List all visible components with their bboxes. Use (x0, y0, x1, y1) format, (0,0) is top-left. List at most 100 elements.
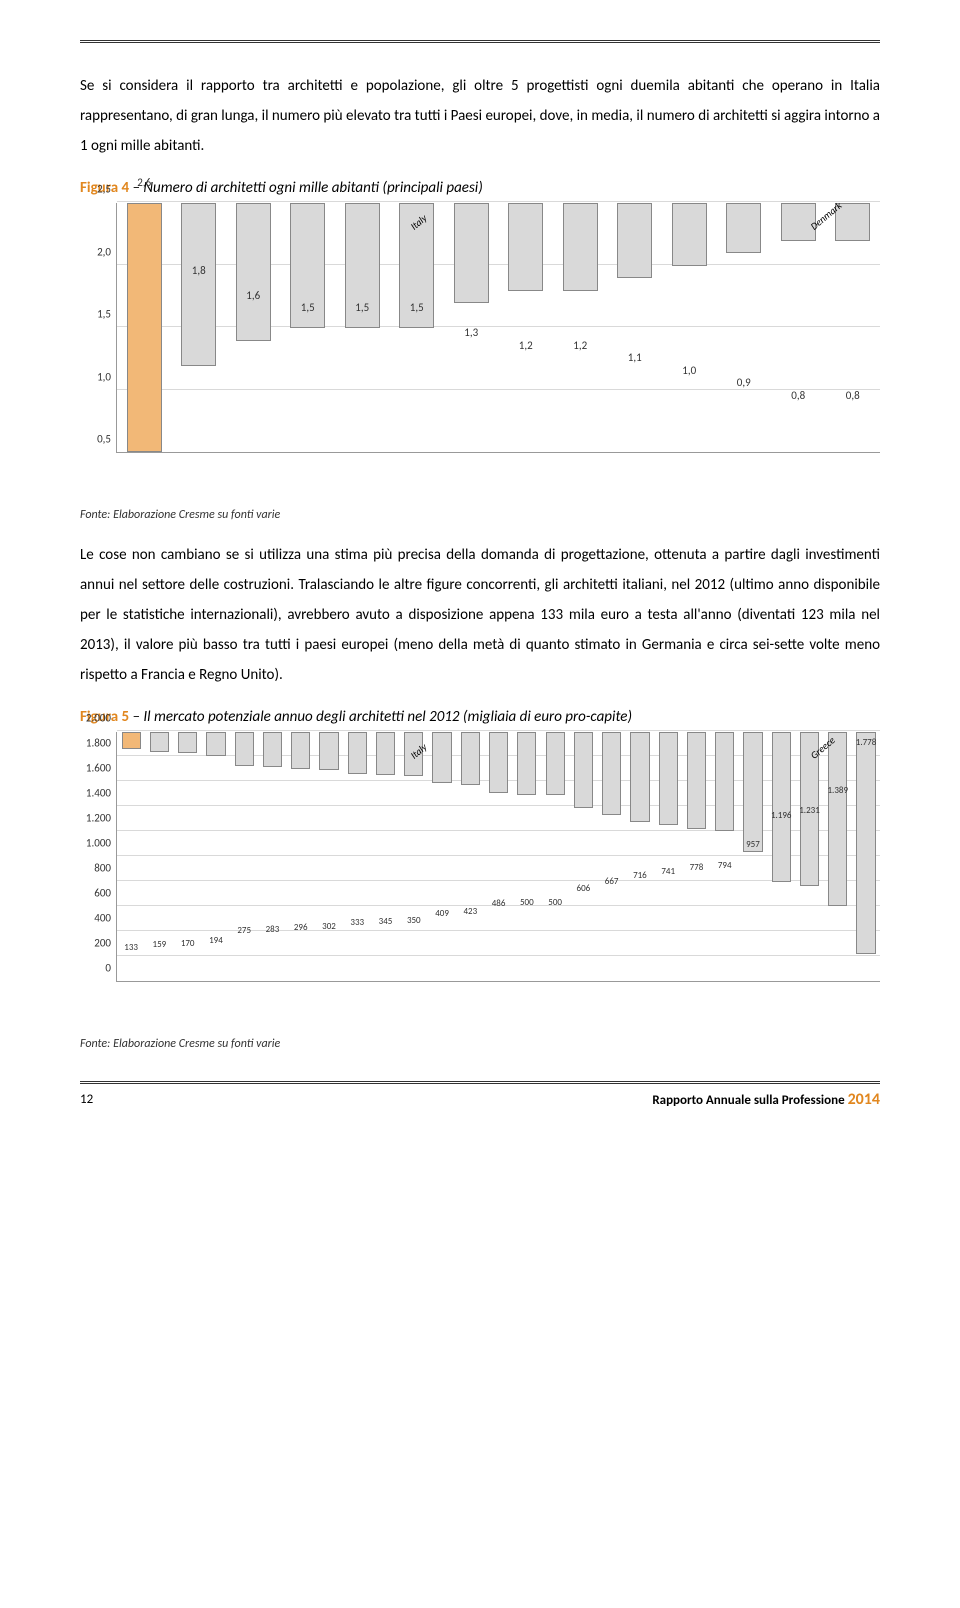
bar-wrap: 0,9 (717, 203, 772, 452)
bar-value-label: 486 (492, 898, 506, 909)
bar-wrap: 1.778 (852, 732, 880, 981)
y-axis-tick: 1.000 (81, 837, 111, 850)
paragraph-2: Le cose non cambiano se si utilizza una … (80, 540, 880, 690)
bar-value-label: 1,5 (410, 301, 424, 314)
bar-value-label: 333 (350, 917, 364, 928)
bar-value-label: 302 (322, 921, 336, 932)
bar-wrap: 1.389 (824, 732, 852, 981)
y-axis-tick: 0,5 (81, 433, 111, 446)
bar-wrap: 1,2 (499, 203, 554, 452)
chart-bar (772, 732, 791, 882)
footer-title: Rapporto Annuale sulla Professione 2014 (652, 1090, 880, 1109)
chart-bar (546, 732, 565, 795)
bar-value-label: 500 (548, 897, 562, 908)
chart-bar (236, 203, 271, 341)
chart-bar (454, 203, 489, 303)
bar-value-label: 1,2 (519, 339, 533, 352)
figure5-caption: Fonte: Elaborazione Cresme su fonti vari… (80, 1037, 880, 1051)
bar-value-label: 133 (124, 942, 138, 953)
bar-value-label: 275 (237, 925, 251, 936)
page-number: 12 (80, 1092, 93, 1107)
bar-wrap: 486 (484, 732, 512, 981)
bar-value-label: 1,5 (355, 301, 369, 314)
figure4-title-text: – Numero di architetti ogni mille abitan… (129, 179, 483, 197)
y-axis-tick: 600 (81, 887, 111, 900)
bars-container: 1331591701942752832963023333453504094234… (117, 732, 880, 981)
chart-bar (617, 203, 652, 278)
bar-value-label: 500 (520, 897, 534, 908)
y-axis-tick: 2,5 (81, 183, 111, 196)
paragraph-1: Se si considera il rapporto tra architet… (80, 71, 880, 161)
chart-bar (263, 732, 282, 767)
y-axis-tick: 1.800 (81, 737, 111, 750)
bar-value-label: 283 (266, 924, 280, 935)
chart-bar (291, 732, 310, 769)
gridline (117, 201, 880, 202)
chart-bar (348, 732, 367, 774)
y-axis-tick: 2,0 (81, 245, 111, 258)
bar-value-label: 1,0 (682, 364, 696, 377)
chart-bar (828, 732, 847, 906)
bar-wrap: 409 (428, 732, 456, 981)
chart-bar (461, 732, 480, 785)
chart-bar (517, 732, 536, 795)
chart-bar (235, 732, 254, 766)
figure4-title: Figura 4 – Numero di architetti ogni mil… (80, 179, 880, 197)
bar-value-label: 1.196 (771, 810, 792, 821)
bars-container: 2,61,81,61,51,51,51,31,21,21,11,00,90,80… (117, 203, 880, 452)
chart-bar (127, 203, 162, 452)
bar-value-label: 0,8 (791, 389, 805, 402)
bar-wrap: 333 (343, 732, 371, 981)
bar-value-label: 957 (746, 839, 760, 850)
bar-value-label: 0,8 (846, 389, 860, 402)
bar-wrap: 500 (513, 732, 541, 981)
chart-bar (508, 203, 543, 291)
bar-wrap: 500 (541, 732, 569, 981)
bar-wrap: 716 (626, 732, 654, 981)
bar-value-label: 159 (153, 939, 167, 950)
bar-wrap: 2,6 (117, 203, 172, 452)
bar-wrap: 1,5 (335, 203, 390, 452)
y-axis-tick: 400 (81, 912, 111, 925)
figure5-title: Figura 5 – Il mercato potenziale annuo d… (80, 708, 880, 726)
chart-bar (489, 732, 508, 793)
chart-bar (181, 203, 216, 366)
chart-bar (659, 732, 678, 825)
y-axis-tick: 1.200 (81, 812, 111, 825)
bar-wrap: 194 (202, 732, 230, 981)
figure4-chart: 0,51,01,52,02,52,61,81,61,51,51,51,31,21… (116, 203, 880, 470)
chart-bar (726, 203, 761, 253)
bar-wrap: 302 (315, 732, 343, 981)
chart-bar (687, 732, 706, 829)
top-rule (80, 40, 880, 43)
chart-bar (602, 732, 621, 815)
y-axis-tick: 2.000 (81, 712, 111, 725)
bar-wrap: 1,6 (226, 203, 281, 452)
bar-wrap: 423 (456, 732, 484, 981)
figure5-chart: 02004006008001.0001.2001.4001.6001.8002.… (116, 732, 880, 999)
chart-bar (630, 732, 649, 822)
bar-wrap: 1,3 (444, 203, 499, 452)
y-axis-tick: 1.400 (81, 787, 111, 800)
bar-value-label: 794 (718, 860, 732, 871)
bar-wrap: 794 (711, 732, 739, 981)
y-axis-tick: 1.600 (81, 762, 111, 775)
x-axis-category: Portugal (934, 200, 960, 478)
bar-value-label: 1.778 (856, 737, 877, 748)
bar-value-label: 606 (577, 883, 591, 894)
chart-bar (178, 732, 197, 753)
page-footer: 12 Rapporto Annuale sulla Professione 20… (80, 1081, 880, 1109)
y-axis-tick: 1,5 (81, 308, 111, 321)
bar-value-label: 716 (633, 870, 647, 881)
bar-value-label: 1,2 (573, 339, 587, 352)
chart-bar (563, 203, 598, 291)
chart-bar (122, 732, 141, 749)
chart-bar (574, 732, 593, 808)
bar-value-label: 667 (605, 876, 619, 887)
bar-value-label: 1,6 (246, 289, 260, 302)
bar-value-label: 0,9 (737, 376, 751, 389)
y-axis-tick: 800 (81, 862, 111, 875)
bar-value-label: 1,8 (192, 264, 206, 277)
chart-bar (206, 732, 225, 756)
x-axis-category: Portugal (925, 729, 960, 1007)
